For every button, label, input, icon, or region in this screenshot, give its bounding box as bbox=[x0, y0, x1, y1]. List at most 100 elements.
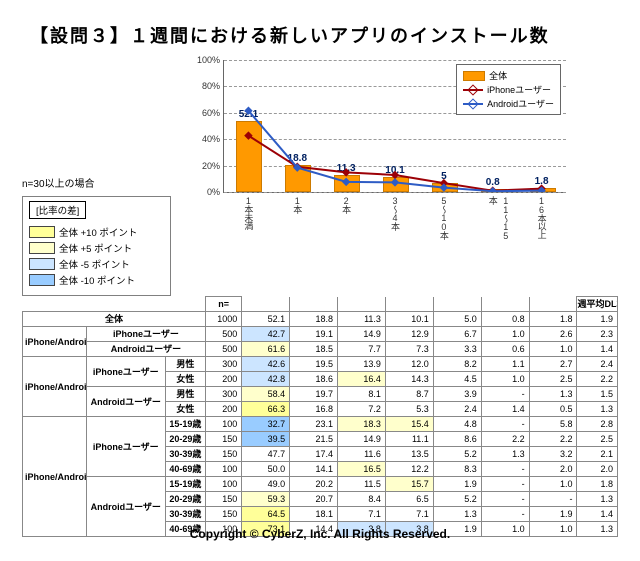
cell-sum: 1.4 bbox=[577, 507, 618, 522]
cell: 1.4 bbox=[481, 402, 529, 417]
cell: 7.2 bbox=[338, 402, 386, 417]
cell-sum: 1.4 bbox=[577, 342, 618, 357]
cell: 0.5 bbox=[529, 402, 577, 417]
cell: 11.6 bbox=[338, 447, 386, 462]
cell-n: 500 bbox=[206, 342, 242, 357]
legend-label: 全体 +5 ポイント bbox=[59, 241, 132, 255]
legend-swatch bbox=[29, 242, 55, 254]
chart-title: 【設問３】１週間における新しいアプリのインストール数 bbox=[30, 22, 550, 48]
cell: 58.4 bbox=[242, 387, 290, 402]
cell: 7.3 bbox=[385, 342, 433, 357]
row-sub-label: 20-29歳 bbox=[165, 492, 205, 507]
cell: 19.7 bbox=[290, 387, 338, 402]
copyright: Copyright © CyberZ, Inc. All Rights Rese… bbox=[0, 527, 640, 541]
cell: 8.7 bbox=[385, 387, 433, 402]
row-sub-label: 40-69歳 bbox=[165, 462, 205, 477]
cell: 39.5 bbox=[242, 432, 290, 447]
cell: 1.0 bbox=[529, 342, 577, 357]
data-table-wrap: n=週平均DL本数全体100052.118.811.310.15.00.81.8… bbox=[22, 296, 618, 537]
cell: 5.3 bbox=[385, 402, 433, 417]
cell: 11.5 bbox=[338, 477, 386, 492]
cell: 16.4 bbox=[338, 372, 386, 387]
cell-n: 200 bbox=[206, 402, 242, 417]
cell: 3.3 bbox=[433, 342, 481, 357]
cell: 8.2 bbox=[433, 357, 481, 372]
cell: 11.1 bbox=[385, 432, 433, 447]
cell: 3.9 bbox=[433, 387, 481, 402]
cell-n: 100 bbox=[206, 417, 242, 432]
cell-n: 300 bbox=[206, 387, 242, 402]
cell: 61.6 bbox=[242, 342, 290, 357]
cell: 59.3 bbox=[242, 492, 290, 507]
chart-legend-label: iPhoneユーザー bbox=[487, 83, 551, 96]
row-label: iPhoneユーザー bbox=[86, 357, 165, 387]
cell: 1.9 bbox=[433, 477, 481, 492]
diff-legend-title: [比率の差] bbox=[29, 201, 86, 219]
cell: 5.0 bbox=[433, 312, 481, 327]
cell: 7.1 bbox=[338, 507, 386, 522]
cell: 14.9 bbox=[338, 327, 386, 342]
cell: 8.3 bbox=[433, 462, 481, 477]
cell: 52.1 bbox=[242, 312, 290, 327]
cell-n: 100 bbox=[206, 477, 242, 492]
cell: - bbox=[481, 492, 529, 507]
cell: 8.1 bbox=[338, 387, 386, 402]
cell: 1.3 bbox=[481, 447, 529, 462]
row-sub-label: 15-19歳 bbox=[165, 417, 205, 432]
row-sub-label: 15-19歳 bbox=[165, 477, 205, 492]
cell: 1.0 bbox=[529, 477, 577, 492]
cell: 14.3 bbox=[385, 372, 433, 387]
row-label: iPhoneユーザー bbox=[86, 327, 205, 342]
legend-label: 全体 -10 ポイント bbox=[59, 273, 135, 287]
bar-line-chart: 0%20%40%60%80%100%52.118.811.310.150.81.… bbox=[195, 60, 565, 240]
cell: 15.4 bbox=[385, 417, 433, 432]
data-table: n=週平均DL本数全体100052.118.811.310.15.00.81.8… bbox=[22, 296, 618, 537]
row-label: 全体 bbox=[23, 312, 206, 327]
cell: 14.1 bbox=[290, 462, 338, 477]
cell: 42.7 bbox=[242, 327, 290, 342]
cell: 8.4 bbox=[338, 492, 386, 507]
cell: - bbox=[481, 417, 529, 432]
cell: 1.0 bbox=[481, 372, 529, 387]
cell: 13.9 bbox=[338, 357, 386, 372]
cell: 32.7 bbox=[242, 417, 290, 432]
cell: - bbox=[481, 462, 529, 477]
cell-sum: 1.9 bbox=[577, 312, 618, 327]
cell: 42.6 bbox=[242, 357, 290, 372]
col-sum: 週平均DL本数 bbox=[577, 297, 618, 312]
diff-legend: [比率の差] 全体 +10 ポイント全体 +5 ポイント全体 -5 ポイント全体… bbox=[22, 196, 171, 296]
row-label: iPhoneユーザー bbox=[86, 417, 165, 477]
cell-sum: 1.3 bbox=[577, 402, 618, 417]
legend-label: 全体 +10 ポイント bbox=[59, 225, 137, 239]
chart-legend-label: 全体 bbox=[489, 69, 507, 82]
legend-swatch bbox=[29, 274, 55, 286]
cell: 12.0 bbox=[385, 357, 433, 372]
row-sub-label: 女性 bbox=[165, 402, 205, 417]
row-sub-label: 30-39歳 bbox=[165, 507, 205, 522]
cell: 1.8 bbox=[529, 312, 577, 327]
cell: 1.3 bbox=[529, 387, 577, 402]
cell: 18.3 bbox=[338, 417, 386, 432]
bar bbox=[236, 121, 262, 192]
cell: 2.2 bbox=[529, 432, 577, 447]
sample-note: n=30以上の場合 bbox=[22, 175, 95, 190]
cell-n: 150 bbox=[206, 492, 242, 507]
cell: 2.6 bbox=[529, 327, 577, 342]
cell: 2.4 bbox=[433, 402, 481, 417]
row-label: Androidユーザー bbox=[86, 342, 205, 357]
cell-n: 150 bbox=[206, 432, 242, 447]
cell-sum: 2.4 bbox=[577, 357, 618, 372]
cell: 19.1 bbox=[290, 327, 338, 342]
cell: 19.5 bbox=[290, 357, 338, 372]
cell-sum: 2.0 bbox=[577, 462, 618, 477]
cell-sum: 1.5 bbox=[577, 387, 618, 402]
cell: - bbox=[529, 492, 577, 507]
cell: 3.2 bbox=[529, 447, 577, 462]
cell: 4.5 bbox=[433, 372, 481, 387]
cell: 5.2 bbox=[433, 492, 481, 507]
legend-swatch bbox=[29, 226, 55, 238]
cell: 64.5 bbox=[242, 507, 290, 522]
bar bbox=[334, 175, 360, 192]
bar bbox=[481, 189, 507, 192]
cell: 18.5 bbox=[290, 342, 338, 357]
